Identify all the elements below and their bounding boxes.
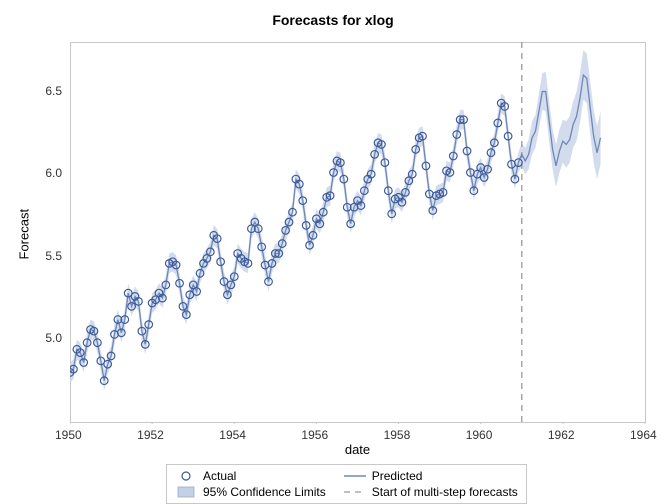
legend-predicted: Predicted <box>344 469 518 483</box>
plot-area <box>70 42 647 424</box>
y-tick-label: 5.0 <box>45 331 62 345</box>
predicted-line <box>70 75 601 381</box>
x-tick-label: 1956 <box>301 428 328 442</box>
x-tick-label: 1950 <box>55 428 82 442</box>
x-tick-label: 1960 <box>466 428 493 442</box>
x-tick-label: 1952 <box>137 428 164 442</box>
y-tick-label: 6.0 <box>45 166 62 180</box>
legend-forecast-start: Start of multi-step forecasts <box>344 485 518 499</box>
legend-actual: Actual <box>175 469 326 483</box>
x-tick-label: 1962 <box>548 428 575 442</box>
confidence-band <box>70 50 601 390</box>
y-tick-label: 6.5 <box>45 84 62 98</box>
x-tick-label: 1954 <box>219 428 246 442</box>
y-tick-label: 5.5 <box>45 249 62 263</box>
x-axis-label: date <box>70 442 645 457</box>
chart-title: Forecasts for xlog <box>0 12 666 28</box>
legend: Actual Predicted 95% Confidence Limits Star… <box>166 464 527 504</box>
legend-confidence: 95% Confidence Limits <box>175 485 326 499</box>
chart-container: Forecasts for xlog Forecast 5.0 5.5 6.0 6.5… <box>0 0 666 500</box>
x-tick-label: 1964 <box>630 428 657 442</box>
y-axis-label: Forecast <box>17 200 32 260</box>
x-tick-label: 1958 <box>384 428 411 442</box>
